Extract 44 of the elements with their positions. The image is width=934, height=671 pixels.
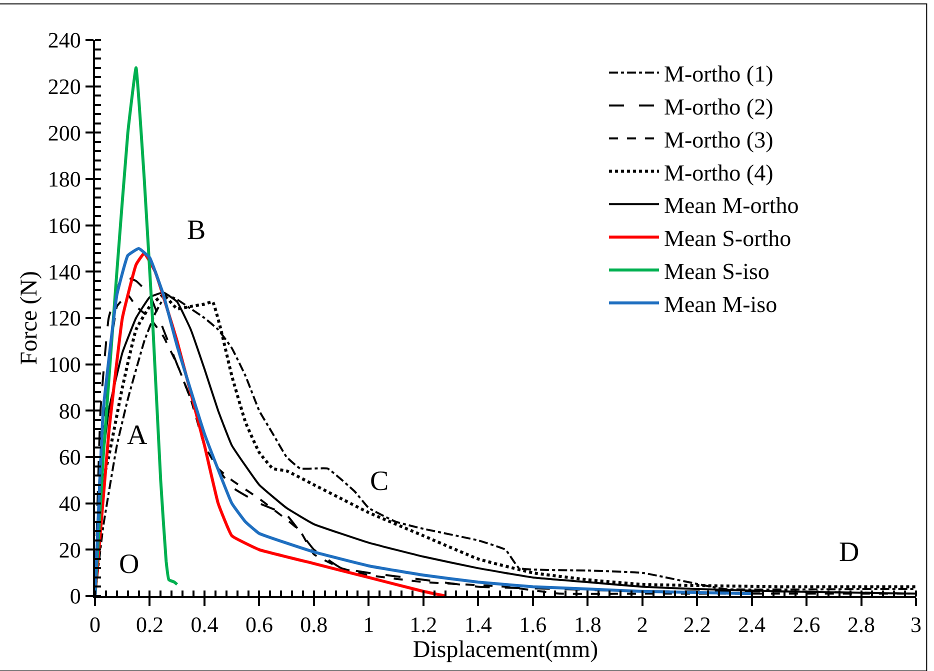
x-tick-label: 0.6 <box>245 612 273 638</box>
annotation: C <box>370 466 389 497</box>
annotation: D <box>839 537 860 568</box>
x-tick-label: 1.2 <box>410 612 438 638</box>
legend-label: Mean M-iso <box>664 292 778 317</box>
x-tick-label: 0.2 <box>136 612 164 638</box>
x-tick-label: 1 <box>363 612 374 638</box>
y-tick-label: 80 <box>58 398 81 424</box>
legend-label: M-ortho (3) <box>664 127 774 152</box>
y-tick-label: 160 <box>48 213 81 238</box>
legend-label: Mean M-ortho <box>664 193 799 218</box>
x-tick-label: 2.4 <box>738 612 766 638</box>
y-tick-label: 60 <box>58 444 81 470</box>
legend-label: M-ortho (1) <box>664 62 774 87</box>
y-tick-label: 240 <box>48 28 81 53</box>
x-tick-label: 2 <box>636 612 648 638</box>
y-tick-label: 200 <box>48 120 81 146</box>
legend-label: Mean S-iso <box>664 258 770 284</box>
annotation: B <box>187 215 206 246</box>
y-tick-label: 120 <box>48 306 81 331</box>
y-tick-label: 220 <box>48 74 81 100</box>
legend-label: Mean S-ortho <box>664 226 792 252</box>
x-tick-label: 1.6 <box>519 612 547 638</box>
y-tick-label: 40 <box>58 491 81 516</box>
x-tick-label: 2.8 <box>848 612 876 638</box>
y-tick-label: 180 <box>48 166 81 192</box>
y-tick-label: 100 <box>48 352 81 378</box>
legend-label: M-ortho (2) <box>664 94 774 120</box>
annotation: A <box>127 420 148 451</box>
x-tick-label: 2.2 <box>683 612 711 638</box>
x-tick-label: 0.8 <box>300 612 328 638</box>
y-axis-title: Force (N) <box>16 271 42 365</box>
y-tick-label: 0 <box>70 584 81 609</box>
x-tick-label: 0 <box>90 612 100 638</box>
legend-label: M-ortho (4) <box>664 160 774 186</box>
x-tick-label: 3 <box>910 612 922 638</box>
y-tick-label: 140 <box>48 259 81 284</box>
x-axis-title: Displacement(mm) <box>412 637 598 664</box>
x-tick-label: 1.4 <box>464 612 492 638</box>
y-tick-label: 20 <box>58 537 81 562</box>
annotation: O <box>119 549 140 580</box>
x-tick-label: 2.6 <box>792 612 820 638</box>
x-tick-label: 0.4 <box>190 612 218 638</box>
x-tick-label: 1.8 <box>574 612 602 638</box>
